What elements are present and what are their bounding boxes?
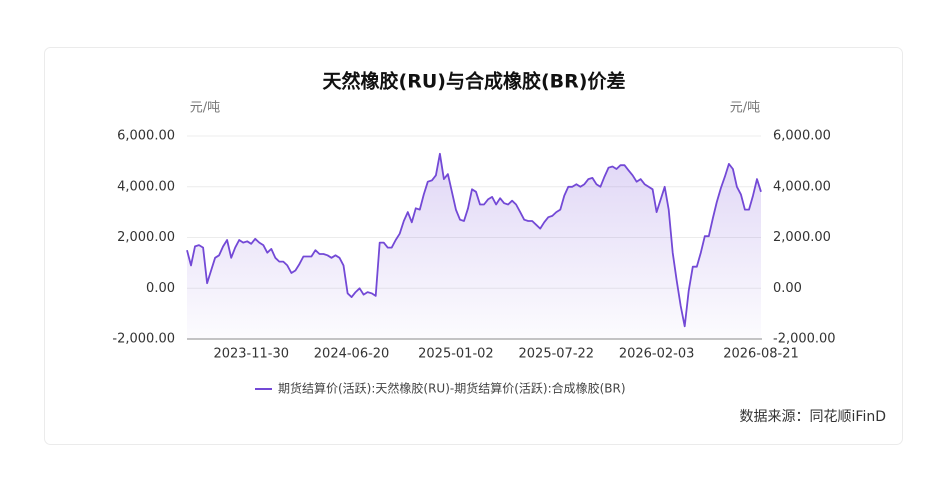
legend-label: 期货结算价(活跃):天然橡胶(RU)-期货结算价(活跃):合成橡胶(BR) <box>278 381 626 396</box>
y-tick-label: 6,000.00 <box>117 129 175 144</box>
chart-title: 天然橡胶(RU)与合成橡胶(BR)价差 <box>323 70 626 93</box>
y-tick-label: -2,000.00 <box>112 332 175 347</box>
y2-tick-label: -2,000.00 <box>773 332 836 347</box>
y2-axis-label: 元/吨 <box>730 101 760 116</box>
x-tick-label: 2026-08-21 <box>723 347 799 362</box>
y-tick-label: 4,000.00 <box>117 179 175 194</box>
area <box>187 153 761 339</box>
y2-tick-label: 6,000.00 <box>773 129 831 144</box>
x-tick-label: 2023-11-30 <box>213 347 289 362</box>
y-axis-label: 元/吨 <box>190 101 220 116</box>
y2-tick-label: 4,000.00 <box>773 179 831 194</box>
source: 数据来源：同花顺iFinD <box>740 409 886 425</box>
y2-tick-label: 2,000.00 <box>773 230 831 245</box>
x-tick-label: 2025-07-22 <box>519 347 595 362</box>
y-tick-label: 2,000.00 <box>117 230 175 245</box>
x-tick-label: 2024-06-20 <box>314 347 390 362</box>
y2-tick-label: 0.00 <box>773 281 802 296</box>
x-tick-label: 2026-02-03 <box>619 347 695 362</box>
y-tick-label: 0.00 <box>146 281 175 296</box>
x-tick-label: 2025-01-02 <box>418 347 494 362</box>
line <box>186 152 762 328</box>
